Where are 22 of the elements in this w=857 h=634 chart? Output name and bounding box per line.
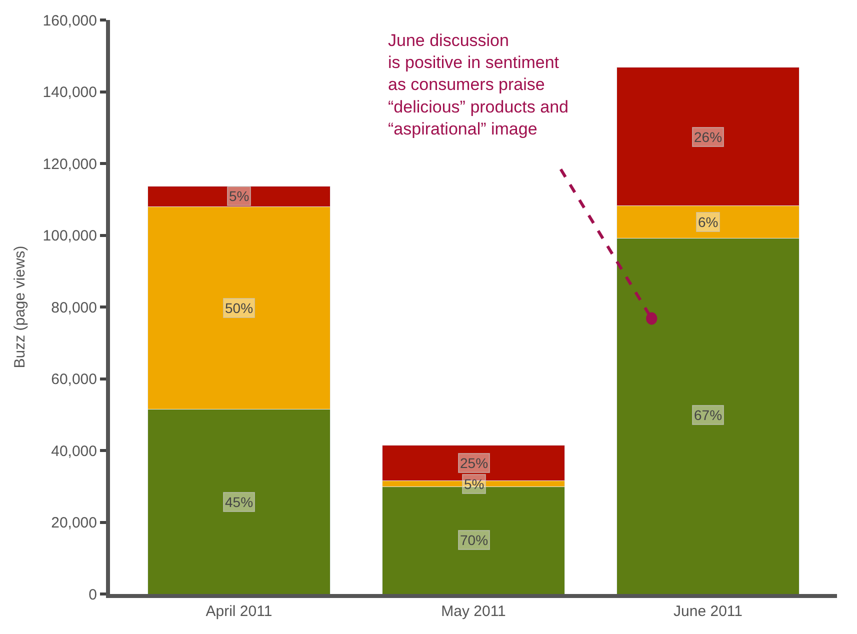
y-tick-label: 20,000: [51, 514, 97, 532]
x-tick-label: April 2011: [206, 603, 272, 620]
x-tick-label: June 2011: [674, 603, 742, 620]
y-tick-label: 160,000: [42, 12, 97, 30]
y-tick-label: 120,000: [42, 156, 97, 173]
y-tick-label: 140,000: [42, 84, 97, 101]
annotation: 45%: [225, 494, 254, 510]
annotation: 67%: [694, 407, 722, 423]
annotation: 70%: [460, 532, 488, 548]
y-tick-label: 60,000: [51, 371, 97, 388]
annotation: 50%: [225, 300, 254, 316]
annotation: 6%: [698, 214, 718, 230]
annotation: 25%: [460, 455, 488, 471]
annotation: June discussion is positive in sentiment as consumers praise “delicious” products and “aspirational” image: [388, 31, 568, 138]
x-tick-label: May 2011: [441, 603, 506, 620]
y-tick-label: 80,000: [51, 299, 97, 316]
annotation: 5%: [229, 188, 250, 204]
y-tick-label: 100,000: [42, 228, 97, 244]
y-axis-title: Buzz (page views): [12, 246, 29, 368]
y-tick-label: 40,000: [51, 442, 97, 460]
annotation: 26%: [694, 129, 722, 145]
y-tick-label: 0: [88, 586, 97, 604]
